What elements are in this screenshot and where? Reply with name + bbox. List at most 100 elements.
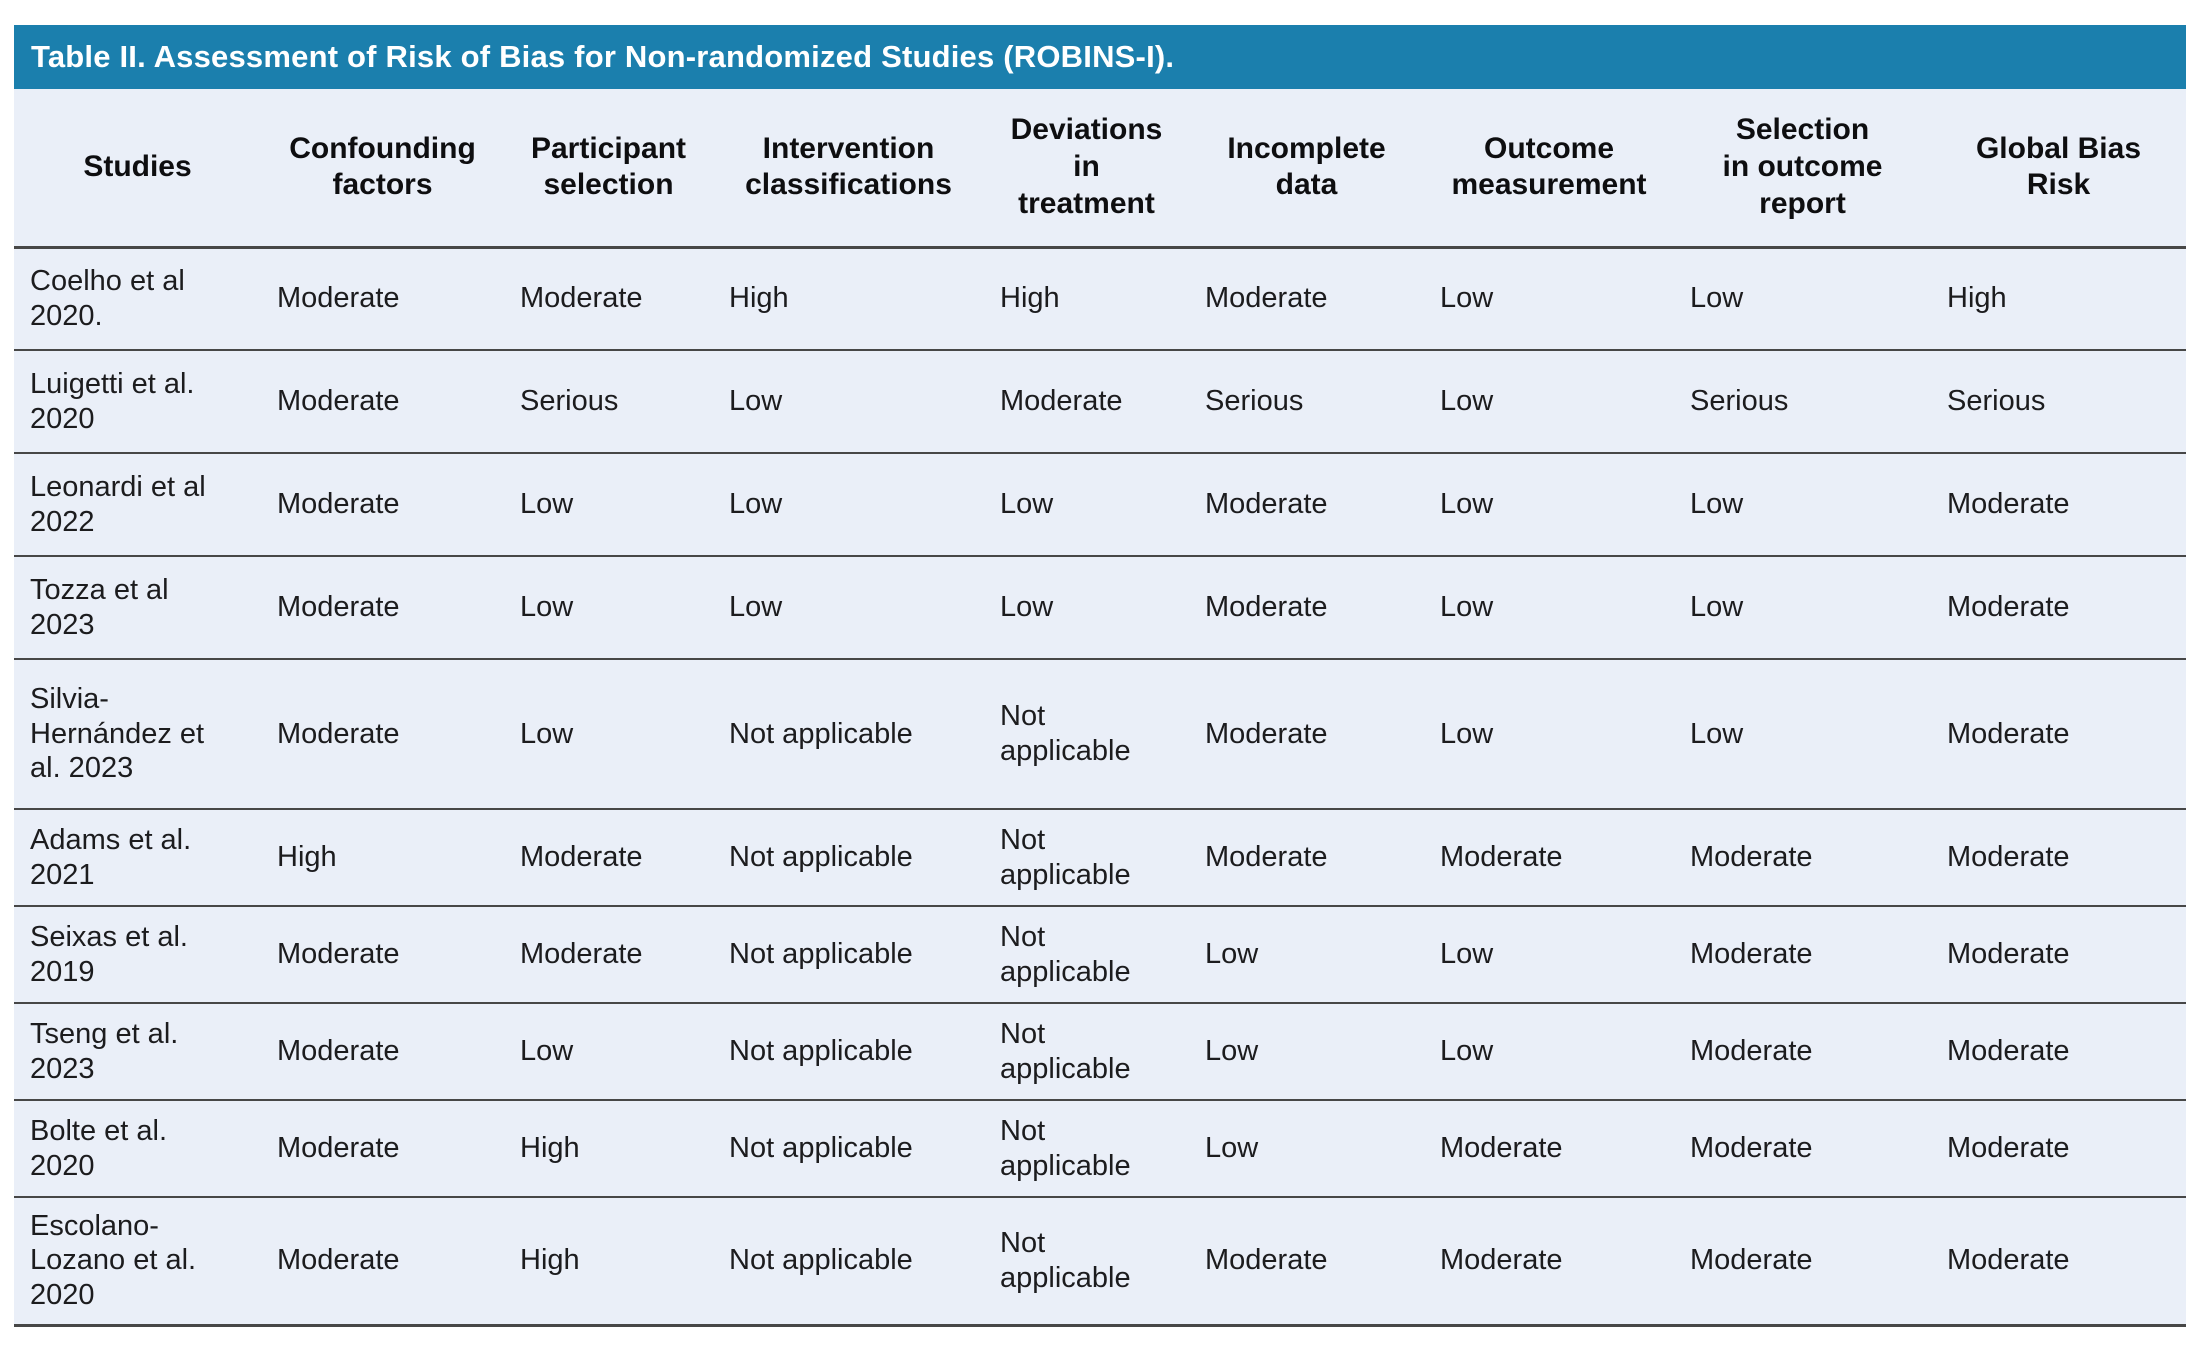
value-cell: Low <box>1440 938 1494 971</box>
value-cell: Moderate <box>277 717 400 750</box>
table-row: Silvia-Hernández et al. 2023 Moderate Low N… <box>14 659 2186 809</box>
robins-table: Studies Confounding factors Participant se… <box>14 89 2186 1327</box>
value-cell: Moderate <box>1205 1244 1328 1277</box>
value-cell: Low <box>520 717 574 750</box>
table-row: Tseng et al. 2023 Moderate Low Not applicab… <box>14 1003 2186 1100</box>
value-cell: Not applicable <box>729 1132 913 1165</box>
value-cell: High <box>277 841 337 874</box>
table-row: Seixas et al. 2019 Moderate Moderate Not ap… <box>14 906 2186 1003</box>
value-cell: Not applicable <box>729 841 913 874</box>
study-cell: Coelho et al 2020. <box>30 264 185 332</box>
value-cell: Moderate <box>1000 385 1123 418</box>
value-cell: High <box>520 1244 580 1277</box>
value-cell: Not applicable <box>1000 1114 1131 1182</box>
column-header: Selection in outcome report <box>1722 113 1883 220</box>
value-cell: High <box>729 282 789 315</box>
value-cell: High <box>520 1132 580 1165</box>
value-cell: Not applicable <box>1000 1017 1131 1085</box>
table-row: Tozza et al 2023 Moderate Low Low Low Moderat… <box>14 556 2186 659</box>
value-cell: Not applicable <box>1000 700 1131 767</box>
study-cell: Adams et al. 2021 <box>30 823 192 891</box>
table-row: Luigetti et al. 2020 Moderate Serious Low Mo… <box>14 350 2186 453</box>
study-cell: Seixas et al. 2019 <box>30 920 188 988</box>
value-cell: Moderate <box>1440 1132 1563 1165</box>
column-header: Intervention classifications <box>745 131 952 202</box>
value-cell: Low <box>1440 282 1494 315</box>
value-cell: High <box>1000 282 1060 315</box>
table-row: Bolte et al. 2020 Moderate High Not applica… <box>14 1100 2186 1197</box>
value-cell: Not applicable <box>1000 823 1131 891</box>
study-cell: Leonardi et al 2022 <box>30 470 206 538</box>
value-cell: Low <box>1440 717 1494 750</box>
value-cell: Serious <box>1205 385 1304 418</box>
value-cell: Not applicable <box>729 1244 913 1277</box>
value-cell: Low <box>1000 488 1054 521</box>
value-cell: Moderate <box>277 1132 400 1165</box>
value-cell: Not applicable <box>729 717 913 750</box>
table-row: Adams et al. 2021 High Moderate Not applica… <box>14 809 2186 906</box>
column-header: Deviations in treatment <box>1010 113 1163 220</box>
column-header: Confounding factors <box>289 131 476 202</box>
value-cell: Serious <box>520 385 619 418</box>
table-row: Escolano-Lozano et al. 2020 Moderate High N… <box>14 1197 2186 1325</box>
value-cell: Moderate <box>1947 1035 2070 1068</box>
value-cell: Moderate <box>1947 841 2070 874</box>
value-cell: Moderate <box>277 488 400 521</box>
value-cell: Low <box>520 591 574 624</box>
value-cell: Low <box>1205 1035 1259 1068</box>
value-cell: Moderate <box>1947 938 2070 971</box>
value-cell: Low <box>1440 488 1494 521</box>
value-cell: Low <box>1690 717 1744 750</box>
value-cell: Moderate <box>1947 717 2070 750</box>
value-cell: Not applicable <box>729 1035 913 1068</box>
value-cell: Moderate <box>1947 488 2070 521</box>
value-cell: Moderate <box>277 1244 400 1277</box>
value-cell: Not applicable <box>1000 920 1131 988</box>
value-cell: Moderate <box>277 1035 400 1068</box>
value-cell: Not applicable <box>1000 1226 1131 1294</box>
value-cell: Low <box>1440 591 1494 624</box>
value-cell: Moderate <box>1690 938 1813 971</box>
value-cell: Moderate <box>1947 1244 2070 1277</box>
value-cell: Moderate <box>1205 717 1328 750</box>
value-cell: Moderate <box>277 282 400 315</box>
value-cell: Moderate <box>1947 591 2070 624</box>
column-header: Outcome measurement <box>1451 131 1647 202</box>
column-header-studies: Studies <box>83 149 192 183</box>
value-cell: Low <box>729 385 783 418</box>
value-cell: High <box>1947 282 2007 315</box>
study-cell: Silvia-Hernández et al. 2023 <box>30 682 205 785</box>
column-header: Global Bias Risk <box>1975 131 2142 202</box>
value-cell: Moderate <box>1690 841 1813 874</box>
value-cell: Low <box>729 591 783 624</box>
value-cell: Moderate <box>1947 1132 2070 1165</box>
value-cell: Low <box>1690 591 1744 624</box>
table-title-bar: Table II. Assessment of Risk of Bias for… <box>14 25 2186 89</box>
value-cell: Serious <box>1947 385 2046 418</box>
robins-table-container: Table II. Assessment of Risk of Bias for… <box>14 25 2186 1327</box>
value-cell: Low <box>520 1035 574 1068</box>
study-cell: Tozza et al 2023 <box>30 573 169 641</box>
value-cell: Moderate <box>520 841 643 874</box>
table-title: Table II. Assessment of Risk of Bias for… <box>31 39 1175 74</box>
value-cell: Low <box>1000 591 1054 624</box>
value-cell: Moderate <box>1440 1244 1563 1277</box>
value-cell: Moderate <box>1205 591 1328 624</box>
study-cell: Luigetti et al. 2020 <box>30 367 195 435</box>
value-cell: Low <box>729 488 783 521</box>
table-row: Leonardi et al 2022 Moderate Low Low Low Mode… <box>14 453 2186 556</box>
value-cell: Moderate <box>1690 1035 1813 1068</box>
value-cell: Not applicable <box>729 938 913 971</box>
value-cell: Moderate <box>1205 488 1328 521</box>
value-cell: Moderate <box>1690 1244 1813 1277</box>
value-cell: Serious <box>1690 385 1789 418</box>
column-header: Incomplete data <box>1227 131 1386 202</box>
study-cell: Bolte et al. 2020 <box>30 1114 168 1182</box>
value-cell: Moderate <box>1440 841 1563 874</box>
value-cell: Low <box>1205 938 1259 971</box>
value-cell: Low <box>1205 1132 1259 1165</box>
value-cell: Low <box>1690 282 1744 315</box>
column-header: Participant selection <box>530 131 687 202</box>
value-cell: Low <box>520 488 574 521</box>
value-cell: Moderate <box>1205 841 1328 874</box>
